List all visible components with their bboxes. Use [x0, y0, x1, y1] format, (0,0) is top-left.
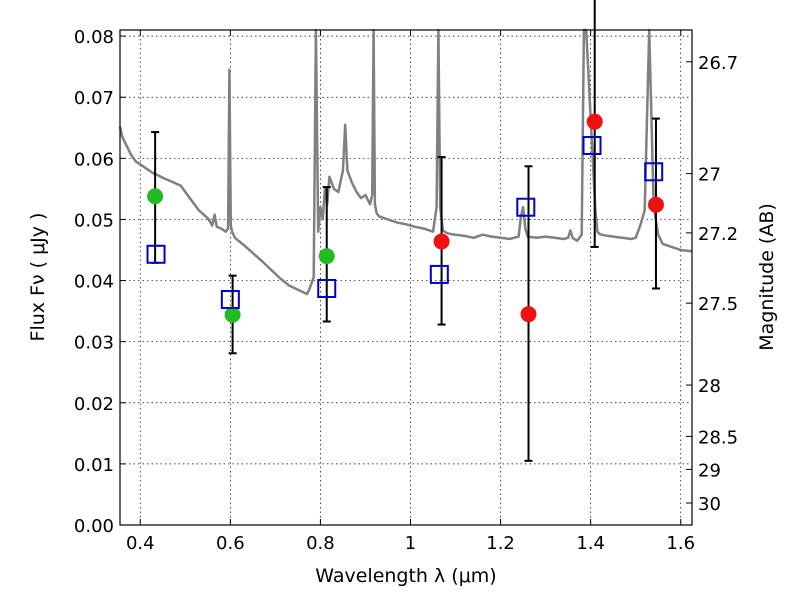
- y-tick-label: 0.03: [74, 333, 114, 354]
- model-photometry-square: [317, 279, 337, 298]
- magnitude-tick-label: 27.2: [698, 224, 738, 245]
- model-photometry-square: [146, 244, 166, 264]
- observed-point: [224, 306, 241, 323]
- magnitude-tick-label: 27.5: [698, 294, 738, 315]
- magnitude-tick-label: 26.7: [698, 53, 738, 74]
- y-tick-label: 0.00: [74, 516, 114, 537]
- plot-frame: [119, 29, 693, 526]
- observed-point: [318, 248, 335, 265]
- model-photometry-square: [644, 162, 664, 182]
- y-tick-label: 0.07: [74, 88, 114, 109]
- observed-point: [586, 113, 603, 130]
- model-photometry-square: [516, 197, 536, 217]
- model-spectrum-group: [118, 28, 693, 296]
- x-axis-title: Wavelength λ (μm): [315, 565, 496, 587]
- x-tick-label: 0.4: [126, 533, 155, 554]
- y-tick-label: 0.06: [74, 149, 114, 170]
- y-axis-title: Flux Fν ( μJy ): [27, 213, 49, 342]
- model-photometry-square: [582, 136, 602, 155]
- magnitude-tick-label: 27: [698, 165, 721, 186]
- x-tick-label: 0.8: [306, 533, 335, 554]
- y-tick-label: 0.08: [74, 27, 114, 48]
- observed-points: [147, 113, 664, 323]
- y-tick-label: 0.05: [74, 210, 114, 231]
- x-axis-ticks: 0.4 0.6 0.8 1 1.2 1.4 1.6: [126, 30, 695, 554]
- magnitude-tick-label: 29: [698, 460, 721, 481]
- y-tick-label: 0.04: [74, 272, 114, 293]
- observed-point: [520, 306, 537, 323]
- grid: [120, 30, 692, 525]
- y-tick-label: 0.01: [74, 455, 114, 476]
- observed-point: [647, 196, 664, 213]
- plot-border: [119, 29, 693, 526]
- x-tick-label: 1: [405, 533, 416, 554]
- observed-point: [433, 233, 450, 250]
- x-tick-label: 0.6: [216, 533, 245, 554]
- model-photometry-square: [429, 264, 449, 284]
- magnitude-tick-label: 28.5: [698, 427, 738, 448]
- magnitude-tick-label: 28: [698, 376, 721, 397]
- right-axis-title: Magnitude (AB): [756, 203, 778, 351]
- x-tick-label: 1.2: [486, 533, 515, 554]
- y-tick-label: 0.02: [74, 394, 114, 415]
- magnitude-tick-label: 30: [698, 494, 721, 515]
- x-tick-label: 1.4: [576, 533, 605, 554]
- model-photometry-points: [146, 136, 664, 309]
- magnitude-axis-ticks: 26.7 27 27.2 27.5 28 28.5 29 30: [686, 53, 738, 515]
- model-photometry-square: [220, 290, 240, 309]
- y-axis-ticks: 0.00 0.01 0.02 0.03 0.04 0.05 0.06 0.07 0.08: [74, 27, 126, 537]
- observed-point: [147, 188, 164, 205]
- x-tick-label: 1.6: [666, 533, 695, 554]
- model-spectrum-line: [118, 28, 693, 296]
